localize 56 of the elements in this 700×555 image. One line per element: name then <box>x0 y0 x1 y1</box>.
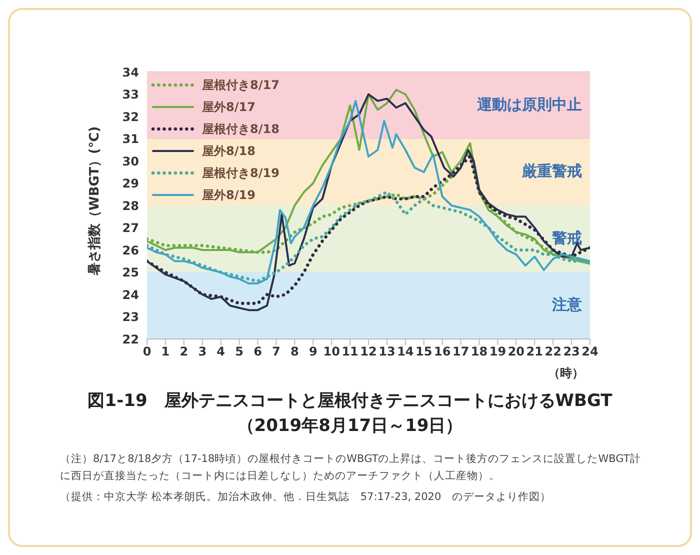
x-axis-title: （時） <box>548 366 584 380</box>
x-tick-label: 17 <box>452 344 470 359</box>
legend-label: 屋外8/19 <box>202 187 256 204</box>
x-tick-label: 19 <box>489 344 506 359</box>
x-tick-label: 23 <box>563 344 580 359</box>
x-tick-label: 3 <box>198 344 207 359</box>
y-tick-label: 33 <box>122 88 139 102</box>
y-tick-label: 24 <box>122 288 139 302</box>
x-tick-label: 7 <box>272 344 280 359</box>
y-tick-label: 34 <box>122 65 139 80</box>
y-tick-label: 32 <box>122 110 139 124</box>
x-tick-label: 15 <box>416 344 432 359</box>
text: （注）8/17と8/18夕方（17-18時頃）の屋根付きコートのWBGTの上昇は、コート後方のフェンスに設置したWBGT計に西日が直接当たった（コート内には日差しなし）ためのアーチファクト（人工産物）。 <box>60 452 642 484</box>
legend-label: 屋外8/17 <box>202 99 256 116</box>
x-tick-label: 0 <box>142 344 152 359</box>
y-tick-label: 29 <box>122 176 139 191</box>
x-tick-label: 6 <box>254 344 262 359</box>
y-tick-label: 23 <box>122 310 139 324</box>
text: （2019年8月17日～19日） <box>236 415 464 437</box>
x-tick-label: 21 <box>526 344 543 359</box>
x-tick-label: 8 <box>290 344 299 359</box>
band-label: 注意 <box>551 296 583 314</box>
y-tick-label: 25 <box>122 266 139 280</box>
line-series <box>147 93 590 312</box>
band-label: 警戒 <box>551 228 582 247</box>
y-tick-label: 28 <box>122 198 139 213</box>
legend-label: 屋根付き8/19 <box>202 165 280 182</box>
x-tick-label: 14 <box>397 344 414 359</box>
x-tick-label: 11 <box>342 344 358 359</box>
x-tick-label: 10 <box>323 344 340 359</box>
y-tick-label: 27 <box>122 221 139 236</box>
x-tick-label: 5 <box>235 344 244 359</box>
y-tick-label: 26 <box>122 243 139 258</box>
x-tick-label: 24 <box>582 344 598 359</box>
x-tick-label: 13 <box>378 344 396 359</box>
band-label: 運動は原則中止 <box>476 95 582 114</box>
x-tick-label: 9 <box>308 344 318 359</box>
y-axis-title: 暑さ指数（WBGT）(℃) <box>88 126 103 276</box>
text: 図1-19 屋外テニスコートと屋根付きテニスコートにおけるWBGT <box>86 390 614 412</box>
y-tick-label: 30 <box>122 154 139 168</box>
x-tick-label: 20 <box>508 344 525 359</box>
legend-label: 屋外8/18 <box>202 143 256 160</box>
y-tick-label: 31 <box>122 132 139 146</box>
x-tick-label: 18 <box>470 344 488 359</box>
band-label: 厳重警戒 <box>521 162 582 180</box>
legend-label: 屋根付き8/18 <box>202 121 280 138</box>
x-tick-label: 12 <box>360 344 377 359</box>
line-series <box>147 190 590 283</box>
x-tick-label: 16 <box>434 344 451 359</box>
y-tick-label: 22 <box>122 332 139 346</box>
text: （提供：中京大学 松本孝朗氏。加治木政伸、他．日生気誌 57:17-23, 2020 のデータより作図） <box>60 490 552 505</box>
x-tick-label: 2 <box>180 344 188 359</box>
x-tick-label: 22 <box>544 344 562 359</box>
x-tick-label: 4 <box>216 344 226 359</box>
legend-label: 屋根付き8/17 <box>202 77 280 94</box>
x-tick-label: 1 <box>161 344 170 359</box>
